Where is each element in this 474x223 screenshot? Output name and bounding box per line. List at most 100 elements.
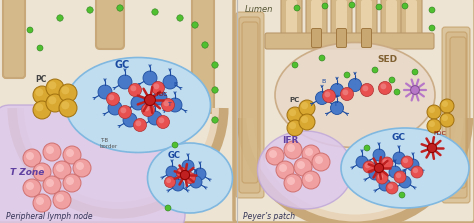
Text: PC: PC [35,75,46,84]
FancyBboxPatch shape [401,0,422,42]
Circle shape [36,197,44,205]
FancyBboxPatch shape [0,105,185,223]
Circle shape [429,121,435,127]
FancyBboxPatch shape [361,0,372,34]
Circle shape [66,149,74,157]
Circle shape [145,95,155,105]
Text: Peyer’s patch: Peyer’s patch [243,212,295,221]
Circle shape [324,91,330,97]
Circle shape [168,98,182,112]
Text: B: B [173,81,177,87]
Circle shape [369,168,381,180]
Circle shape [128,83,142,97]
Circle shape [163,75,177,89]
Circle shape [305,148,313,156]
Circle shape [59,99,77,117]
Circle shape [166,178,171,183]
Circle shape [349,2,355,8]
FancyBboxPatch shape [311,29,321,47]
Ellipse shape [147,143,233,213]
Circle shape [144,105,149,111]
Ellipse shape [275,43,435,147]
Circle shape [143,71,157,85]
Circle shape [429,107,435,113]
Text: IFR: IFR [282,136,298,145]
Circle shape [316,91,328,105]
Circle shape [181,170,190,180]
Circle shape [33,194,51,212]
Circle shape [108,101,122,115]
Circle shape [294,5,300,11]
Circle shape [164,100,169,106]
Circle shape [429,7,435,13]
Circle shape [322,3,328,9]
Circle shape [383,159,388,164]
Circle shape [365,163,370,168]
Circle shape [148,111,162,125]
Circle shape [61,86,69,94]
Ellipse shape [65,58,210,153]
Text: GC: GC [168,151,181,160]
Circle shape [381,83,386,89]
Circle shape [33,101,51,119]
Text: Peripheral lymph node: Peripheral lymph node [6,212,92,221]
Circle shape [363,161,375,173]
FancyBboxPatch shape [286,0,297,34]
Text: GC: GC [392,133,406,142]
Circle shape [379,179,391,191]
Text: SED: SED [377,55,397,64]
Circle shape [348,78,362,91]
Circle shape [342,89,348,95]
Circle shape [184,173,195,184]
Circle shape [166,166,178,178]
Circle shape [312,153,330,171]
FancyBboxPatch shape [450,37,466,188]
FancyBboxPatch shape [242,22,258,183]
Circle shape [48,96,56,104]
Circle shape [266,147,284,165]
Circle shape [212,117,218,123]
Circle shape [389,77,395,83]
Circle shape [36,166,44,174]
Circle shape [376,4,382,10]
Circle shape [381,157,393,169]
Circle shape [373,149,385,161]
FancyBboxPatch shape [239,17,260,193]
Circle shape [284,174,302,192]
Circle shape [393,152,405,164]
Circle shape [153,91,167,105]
Circle shape [154,83,159,89]
Circle shape [136,120,141,126]
Circle shape [401,156,413,168]
Circle shape [299,114,315,130]
FancyBboxPatch shape [362,29,372,47]
Circle shape [361,83,374,97]
Text: T: T [334,102,338,107]
Circle shape [43,143,61,161]
Circle shape [315,156,323,164]
Circle shape [287,120,303,136]
Circle shape [440,113,454,127]
Ellipse shape [341,128,469,208]
Circle shape [356,156,368,168]
Circle shape [299,100,315,116]
Circle shape [407,159,419,171]
Circle shape [388,184,393,189]
Circle shape [164,176,175,188]
Circle shape [330,101,344,114]
Circle shape [322,89,336,103]
Circle shape [379,81,392,95]
Circle shape [394,89,400,95]
Circle shape [63,174,81,192]
Circle shape [212,62,218,68]
FancyBboxPatch shape [3,0,25,78]
Circle shape [142,103,155,116]
Circle shape [302,145,320,163]
Circle shape [152,9,158,15]
Circle shape [292,62,298,68]
Circle shape [330,83,344,97]
Circle shape [402,3,408,9]
Circle shape [287,144,295,152]
Circle shape [287,177,295,185]
FancyBboxPatch shape [406,0,417,34]
